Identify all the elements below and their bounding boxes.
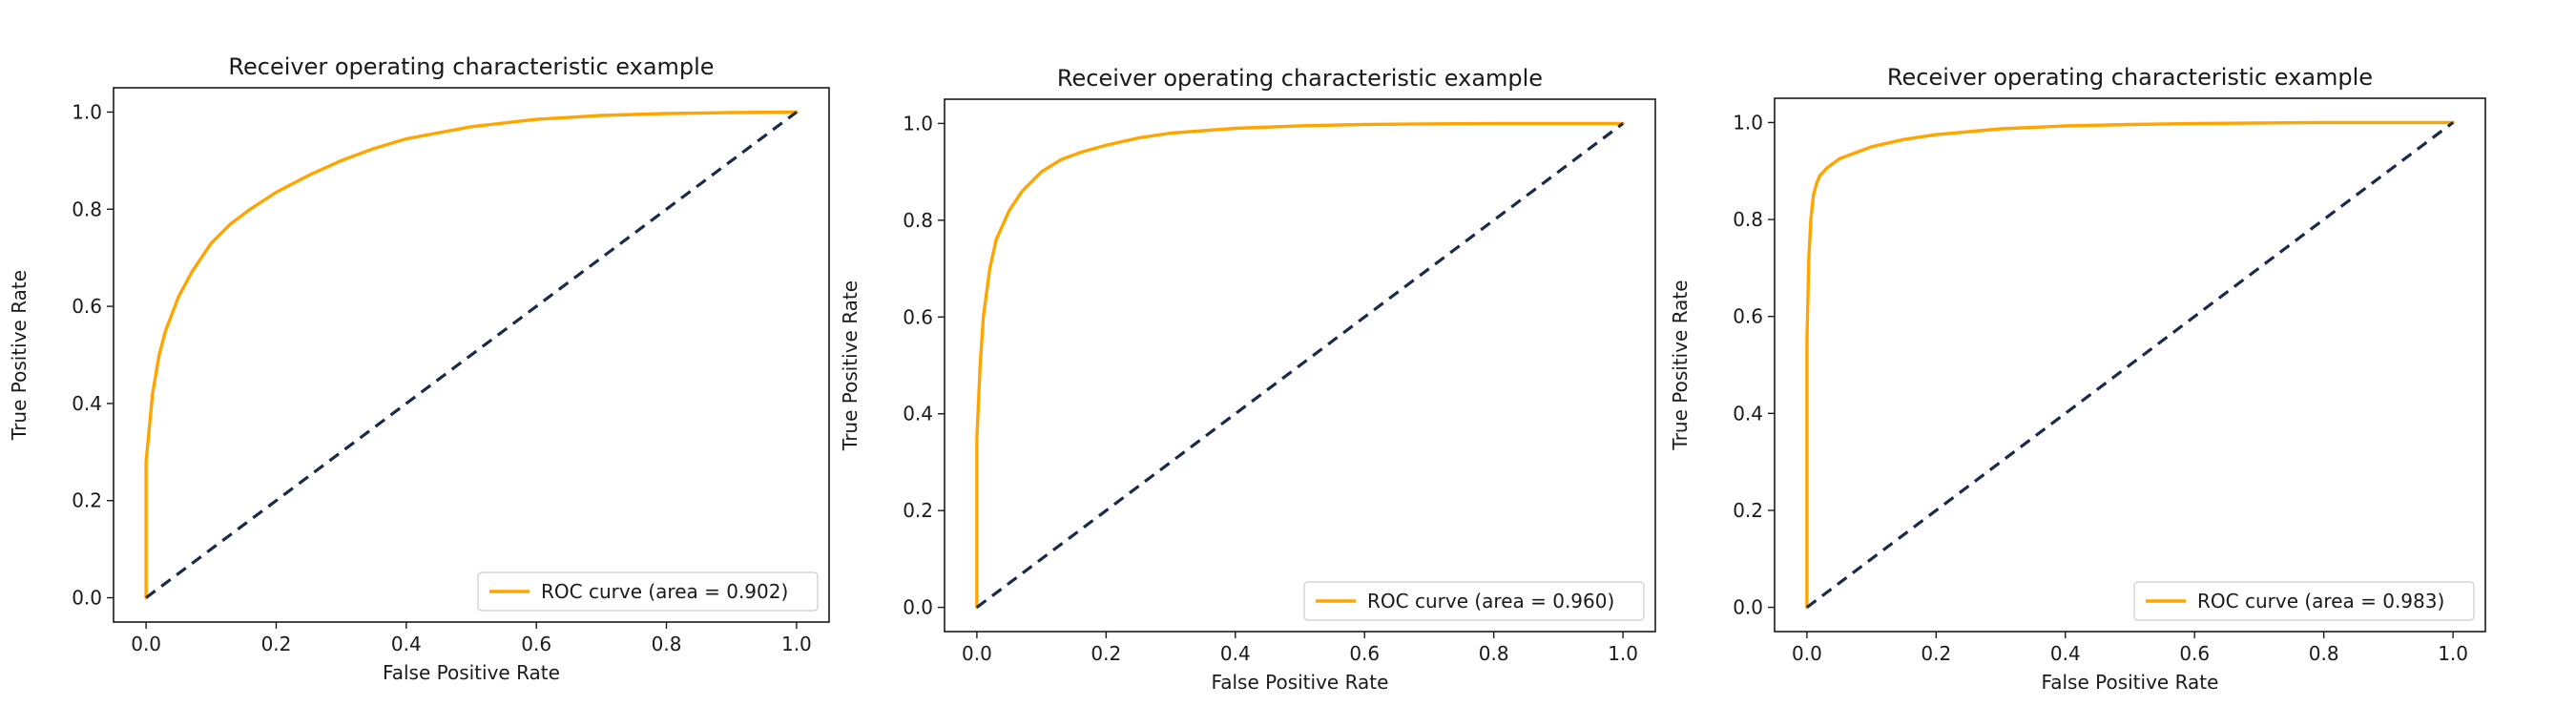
y-tick-label: 0.6 xyxy=(1733,305,1763,328)
y-tick-label: 0.8 xyxy=(72,197,102,220)
y-tick-label: 0.4 xyxy=(72,392,102,415)
x-tick-label: 0.4 xyxy=(2050,642,2081,665)
y-tick-label: 0.0 xyxy=(1733,596,1763,619)
x-axis-label: False Positive Rate xyxy=(2042,671,2219,694)
x-tick-label: 0.8 xyxy=(652,633,682,655)
roc-curve-line xyxy=(144,110,799,600)
x-tick-label: 0.8 xyxy=(1479,642,1509,665)
y-tick-label: 1.0 xyxy=(1733,111,1763,134)
x-tick-label: 0.0 xyxy=(131,633,161,655)
y-tick-label: 0.0 xyxy=(72,587,102,610)
x-tick-label: 0.6 xyxy=(521,633,551,655)
x-tick-label: 0.2 xyxy=(1921,642,1951,665)
legend-box xyxy=(1303,581,1645,621)
y-tick-label: 0.2 xyxy=(1733,499,1763,522)
roc-curve-line xyxy=(975,121,1625,610)
x-tick-label: 0.4 xyxy=(1220,642,1251,665)
x-tick-label: 0.0 xyxy=(1792,642,1822,665)
x-tick-label: 0.2 xyxy=(261,633,292,655)
legend-box xyxy=(2133,581,2475,621)
legend: ROC curve (area = 0.902) xyxy=(477,571,819,612)
chance-diagonal-line xyxy=(975,122,1625,609)
x-tick-label: 0.4 xyxy=(391,633,422,655)
legend-label: ROC curve (area = 0.983) xyxy=(2197,590,2444,613)
chart-panel-1: Receiver operating characteristic exampl… xyxy=(8,53,830,684)
chance-diagonal-line xyxy=(1805,121,2455,609)
x-tick-label: 1.0 xyxy=(1608,642,1638,665)
legend-label: ROC curve (area = 0.960) xyxy=(1367,590,1614,613)
legend: ROC curve (area = 0.983) xyxy=(2133,581,2475,621)
x-tick-label: 0.2 xyxy=(1091,642,1121,665)
roc-curve-line xyxy=(1805,120,2455,610)
y-tick-label: 0.6 xyxy=(903,305,933,328)
y-axis-label: True Positive Rate xyxy=(1669,280,1692,450)
chart-title: Receiver operating characteristic exampl… xyxy=(1057,65,1543,92)
y-tick-label: 1.0 xyxy=(903,112,933,135)
chance-diagonal-line xyxy=(145,111,798,599)
y-tick-label: 0.4 xyxy=(1733,402,1763,425)
y-tick-label: 0.8 xyxy=(903,209,933,232)
y-tick-label: 0.0 xyxy=(903,596,933,619)
chart-title: Receiver operating characteristic exampl… xyxy=(228,53,714,80)
x-tick-label: 1.0 xyxy=(781,633,812,655)
x-tick-label: 1.0 xyxy=(2438,642,2468,665)
y-axis-label: True Positive Rate xyxy=(8,270,31,441)
chart-panel-2: Receiver operating characteristic exampl… xyxy=(839,65,1656,694)
x-tick-label: 0.6 xyxy=(1349,642,1380,665)
chart-title: Receiver operating characteristic exampl… xyxy=(1887,64,2373,91)
legend-label: ROC curve (area = 0.902) xyxy=(541,580,788,603)
y-tick-label: 0.6 xyxy=(72,295,102,318)
y-tick-label: 0.2 xyxy=(903,499,933,522)
plot-frame xyxy=(1774,97,2486,633)
y-tick-label: 1.0 xyxy=(72,100,102,123)
legend: ROC curve (area = 0.960) xyxy=(1303,581,1645,621)
x-tick-label: 0.0 xyxy=(962,642,992,665)
x-axis-label: False Positive Rate xyxy=(1212,671,1389,694)
y-tick-label: 0.4 xyxy=(903,403,933,426)
chart-panel-3: Receiver operating characteristic exampl… xyxy=(1669,64,2486,694)
plot-frame xyxy=(113,87,830,623)
y-axis-label: True Positive Rate xyxy=(839,280,862,451)
x-tick-label: 0.8 xyxy=(2309,642,2339,665)
legend-box xyxy=(477,571,819,612)
y-tick-label: 0.8 xyxy=(1733,208,1763,231)
x-axis-label: False Positive Rate xyxy=(383,661,560,684)
y-tick-label: 0.2 xyxy=(72,489,102,512)
x-tick-label: 0.6 xyxy=(2179,642,2210,665)
plot-frame xyxy=(944,98,1656,633)
